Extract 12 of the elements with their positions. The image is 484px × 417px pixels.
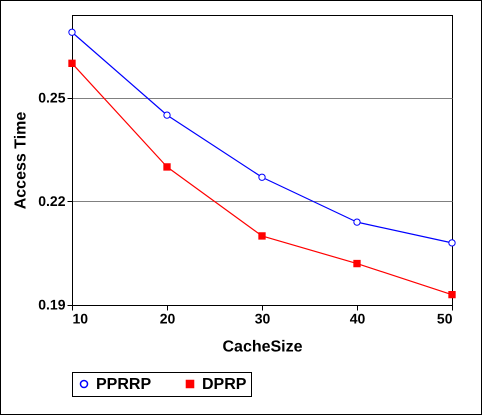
legend-label: PPRRP xyxy=(96,376,152,393)
legend-label: DPRP xyxy=(202,376,247,393)
x-tick-label: 50 xyxy=(436,310,453,326)
x-axis-title: CacheSize xyxy=(222,338,303,356)
x-tick-label: 10 xyxy=(72,310,88,326)
y-tick-label: 0.19 xyxy=(38,296,66,312)
y-tick-label: 0.25 xyxy=(38,89,66,106)
y-axis-title: Access Time xyxy=(12,112,30,210)
x-tick-label: 40 xyxy=(350,310,366,326)
x-tick-label: 30 xyxy=(254,310,270,326)
x-tick-label: 20 xyxy=(160,310,176,326)
y-tick-label: 0.22 xyxy=(38,192,66,209)
